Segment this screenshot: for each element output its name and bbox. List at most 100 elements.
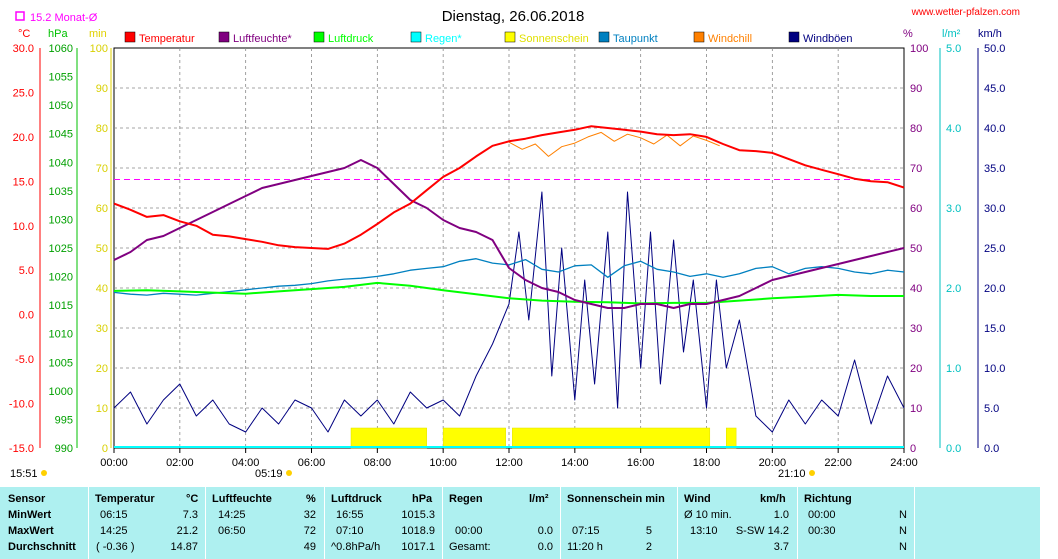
- right-axes: 10090807060504030201005.04.03.02.01.00.0…: [910, 43, 1005, 455]
- avg-hum: 49: [303, 541, 316, 553]
- pressure-tick-label: 1045: [49, 129, 73, 141]
- time-tick-label: 14:00: [561, 457, 589, 469]
- max-press: 1018.9: [401, 525, 435, 537]
- avg-temp: 14.87: [170, 541, 198, 553]
- avg-rain-time: Gesamt:: [449, 541, 491, 553]
- wind-tick-label: 30.0: [984, 203, 1005, 215]
- pressure-tick-label: 1035: [49, 186, 73, 198]
- sunrise-icon: [286, 470, 292, 476]
- header-sonne: Sonnenschein min: [567, 493, 665, 505]
- wind-tick-label: 40.0: [984, 123, 1005, 135]
- minutes-tick-label: 30: [96, 323, 108, 335]
- rain-unit: l/m²: [942, 28, 961, 40]
- percent-tick-label: 60: [910, 203, 922, 215]
- temp-tick-label: 15.0: [13, 176, 34, 188]
- minutes-tick-label: 60: [96, 203, 108, 215]
- rain-tick-label: 5.0: [946, 43, 961, 55]
- wind-tick-label: 20.0: [984, 283, 1005, 295]
- pressure-tick-label: 990: [55, 443, 73, 455]
- wind-tick-label: 50.0: [984, 43, 1005, 55]
- max-rain-time: 00:00: [455, 525, 483, 537]
- stats-min-row: MinWert 06:15 7.3 14:25 32 16:55 1015.3 …: [0, 509, 1040, 525]
- sunset-icon: [809, 470, 815, 476]
- series-line: [113, 125, 905, 250]
- percent-tick-label: 50: [910, 243, 922, 255]
- legend-swatch: [124, 31, 136, 43]
- pressure-tick-label: 1055: [49, 72, 73, 84]
- min-hum: 32: [303, 509, 316, 521]
- time-tick-label: 04:00: [232, 457, 260, 469]
- wind-tick-label: 25.0: [984, 243, 1005, 255]
- min-hum-time: 14:25: [218, 509, 246, 521]
- sunshine-band: [442, 427, 506, 449]
- temp-tick-label: 10.0: [13, 221, 34, 233]
- statistics-table: Sensor Temperatur °C Luftfeuchte % Luftd…: [0, 487, 1040, 559]
- minutes-tick-label: 100: [90, 43, 108, 55]
- header-regen: Regen: [449, 493, 483, 505]
- max-temp: 21.2: [176, 525, 198, 537]
- avg-press-time: ^0.8hPa/h: [331, 541, 381, 553]
- wind-tick-label: 0.0: [984, 443, 999, 455]
- min-press-time: 16:55: [336, 509, 364, 521]
- time-tick-label: 12:00: [495, 457, 523, 469]
- max-press-time: 07:10: [336, 525, 364, 537]
- pressure-tick-label: 1060: [49, 43, 73, 55]
- percent-tick-label: 80: [910, 123, 922, 135]
- pressure-tick-label: 995: [55, 414, 73, 426]
- wind-tick-label: 5.0: [984, 403, 999, 415]
- legend-swatch: [218, 31, 230, 43]
- pressure-tick-label: 1000: [49, 386, 73, 398]
- temp-tick-label: 5.0: [19, 265, 34, 277]
- header-luftfeuchte: Luftfeuchte: [212, 493, 272, 505]
- minutes-tick-label: 50: [96, 243, 108, 255]
- header-richtung: Richtung: [804, 493, 852, 505]
- legend-label: Luftdruck: [328, 33, 374, 45]
- percent-tick-label: 40: [910, 283, 922, 295]
- pressure-tick-label: 1040: [49, 157, 73, 169]
- temp-tick-label: 25.0: [13, 87, 34, 99]
- percent-tick-label: 0: [910, 443, 916, 455]
- chart-legend: Temperatur Luftfeuchte* Luftdruck Regen* Son…: [124, 31, 853, 45]
- pressure-tick-label: 1010: [49, 329, 73, 341]
- max-dir: N: [899, 525, 907, 537]
- max-wind: S-SW 14.2: [735, 525, 789, 537]
- weather-chart: Dienstag, 26.06.2018 www.wetter-pfalzen.…: [9, 7, 1020, 480]
- sunrise-label: 05:19: [255, 468, 283, 480]
- legend-label: Temperatur: [139, 33, 195, 45]
- max-hum: 72: [303, 525, 316, 537]
- time-tick-label: 20:00: [759, 457, 787, 469]
- minutes-tick-label: 10: [96, 403, 108, 415]
- percent-tick-label: 70: [910, 163, 922, 175]
- temp-tick-label: -5.0: [15, 354, 34, 366]
- rain-tick-label: 1.0: [946, 363, 961, 375]
- sunshine-band: [512, 427, 711, 449]
- sunset-label: 21:10: [778, 468, 806, 480]
- avg-sun: 2: [645, 541, 652, 553]
- legend-label: Windböen: [803, 33, 853, 45]
- time-tick-label: 24:00: [890, 457, 918, 469]
- max-hum-time: 06:50: [218, 525, 246, 537]
- max-sun-time: 07:15: [572, 525, 600, 537]
- percent-unit: %: [903, 28, 913, 40]
- pressure-tick-label: 1015: [49, 300, 73, 312]
- avg-press: 1017.1: [401, 541, 435, 553]
- temp-unit: °C: [18, 28, 30, 40]
- max-label: MaxWert: [8, 525, 54, 537]
- avg-temp-time: ( -0.36 ): [96, 541, 135, 553]
- legend-label: Regen*: [425, 33, 462, 45]
- wind-tick-label: 10.0: [984, 363, 1005, 375]
- time-tick-label: 18:00: [693, 457, 721, 469]
- moonrise-label: 15:51: [10, 468, 38, 480]
- pressure-tick-label: 1005: [49, 357, 73, 369]
- header-luftdruck: Luftdruck: [331, 493, 382, 505]
- time-tick-label: 06:00: [298, 457, 326, 469]
- time-tick-label: 02:00: [166, 457, 194, 469]
- temp-tick-label: 20.0: [13, 132, 34, 144]
- legend-swatch: [598, 31, 610, 43]
- min-wind: 1.0: [773, 509, 789, 521]
- max-dir-time: 00:30: [808, 525, 836, 537]
- pressure-tick-label: 1050: [49, 100, 73, 112]
- max-wind-time: 13:10: [690, 525, 718, 537]
- minutes-tick-label: 40: [96, 283, 108, 295]
- legend-swatch: [788, 31, 800, 43]
